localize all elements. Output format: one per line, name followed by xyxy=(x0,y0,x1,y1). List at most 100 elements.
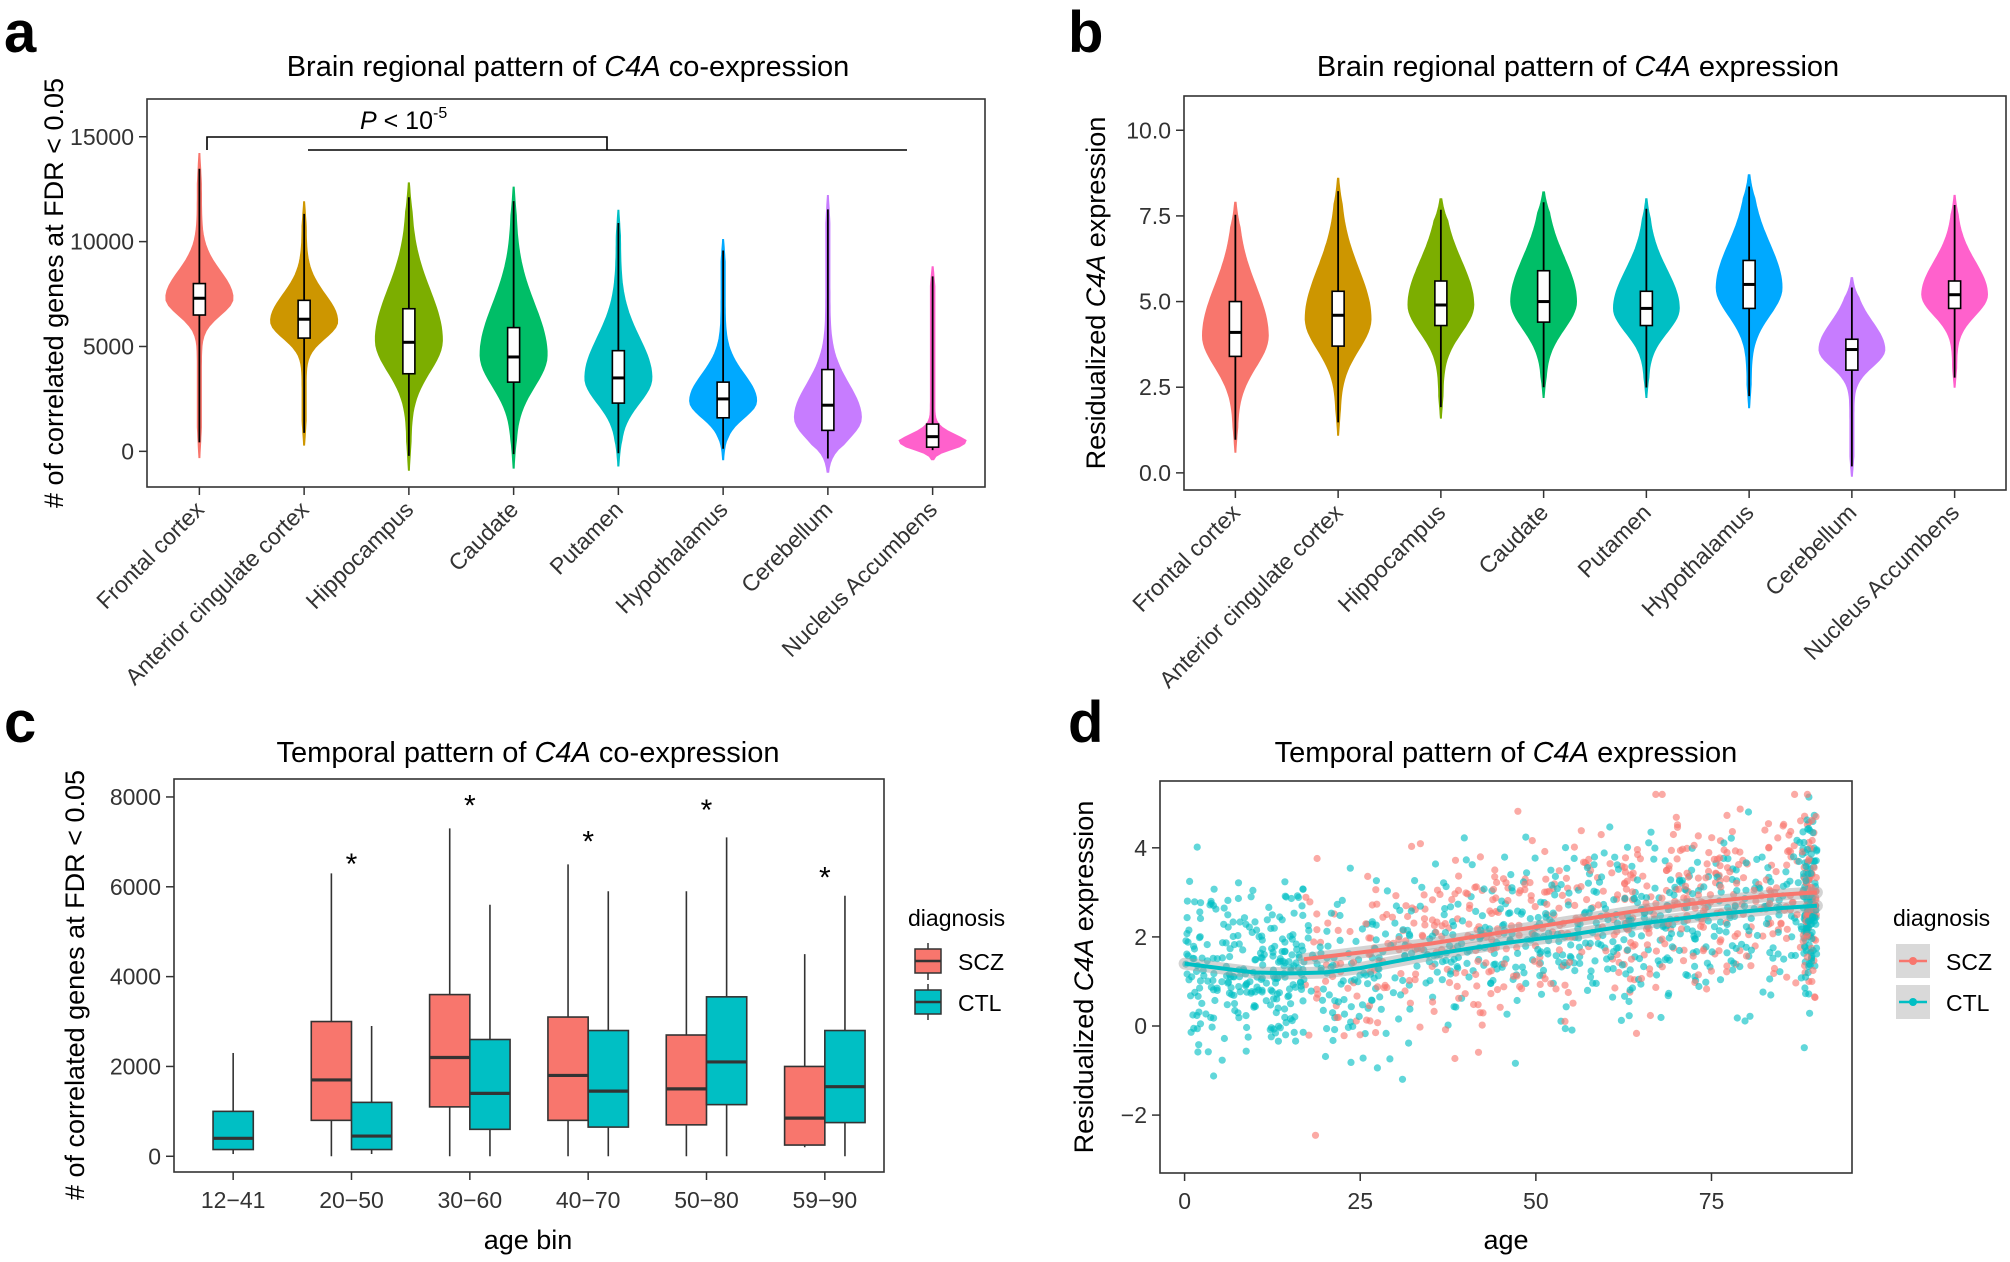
panel-d-x-axis: 0 25 50 75 xyxy=(1178,1173,1724,1214)
d-point-ctl xyxy=(1490,961,1498,969)
d-point-ctl xyxy=(1610,896,1618,904)
d-point-ctl xyxy=(1290,909,1298,917)
d-point-ctl xyxy=(1259,945,1267,953)
d-point-ctl xyxy=(1428,932,1436,940)
panel-c-y-axis: 0 2000 4000 6000 8000 xyxy=(110,784,174,1169)
d-point-scz xyxy=(1313,926,1321,934)
d-point-ctl xyxy=(1807,850,1815,858)
d-point-ctl xyxy=(1565,889,1573,897)
d-point-scz xyxy=(1374,1019,1382,1027)
d-point-scz xyxy=(1373,900,1381,908)
d-point-ctl xyxy=(1656,912,1664,920)
d-point-ctl xyxy=(1702,978,1710,986)
d-point-ctl xyxy=(1594,940,1602,948)
d-point-ctl xyxy=(1413,962,1421,970)
d-point-scz xyxy=(1471,883,1479,892)
d-point-ctl xyxy=(1397,991,1405,999)
d-point-ctl xyxy=(1251,956,1259,964)
d-point-ctl xyxy=(1195,1041,1203,1049)
d-point-ctl xyxy=(1708,948,1716,956)
d-point-ctl xyxy=(1666,889,1674,897)
d-point-scz xyxy=(1438,922,1446,930)
d-point-scz xyxy=(1772,884,1781,892)
d-point-ctl xyxy=(1239,946,1247,954)
d-point-ctl xyxy=(1723,949,1731,957)
d-point-ctl xyxy=(1775,896,1783,904)
d-point-ctl xyxy=(1242,920,1250,928)
d-point-scz xyxy=(1366,1017,1374,1025)
d-point-scz xyxy=(1643,882,1651,890)
c-scz-30-60-box xyxy=(428,993,471,1108)
d-point-scz xyxy=(1507,922,1516,930)
d-point-ctl xyxy=(1548,881,1556,889)
panel-d-legend-label-scz: SCZ xyxy=(1946,949,1992,975)
d-point-scz xyxy=(1577,883,1585,891)
d-point-scz xyxy=(1515,921,1523,929)
d-point-ctl xyxy=(1693,858,1702,866)
d-point-ctl xyxy=(1583,864,1591,872)
d-point-ctl xyxy=(1561,1025,1569,1033)
d-point-scz xyxy=(1808,816,1816,825)
d-point-ctl xyxy=(1598,873,1606,881)
d-point-ctl xyxy=(1376,993,1384,1001)
d-point-scz xyxy=(1516,887,1524,895)
c-significance-star-20-50: * xyxy=(346,848,358,881)
d-point-ctl xyxy=(1298,902,1306,910)
d-point-ctl xyxy=(1691,962,1699,971)
d-point-ctl xyxy=(1665,934,1673,942)
d-point-ctl xyxy=(1787,951,1795,960)
d-point-scz xyxy=(1614,891,1622,899)
d-point-ctl xyxy=(1654,957,1662,965)
d-point-scz xyxy=(1397,970,1405,978)
d-point-scz xyxy=(1583,896,1591,904)
d-point-scz xyxy=(1627,939,1635,947)
d-point-scz xyxy=(1541,975,1549,983)
d-point-ctl xyxy=(1207,897,1215,905)
d-point-ctl xyxy=(1710,923,1719,931)
d-point-ctl xyxy=(1640,963,1648,971)
d-point-ctl xyxy=(1537,898,1545,906)
d-point-ctl xyxy=(1304,922,1312,930)
d-point-ctl xyxy=(1536,949,1544,958)
d-point-ctl xyxy=(1359,1054,1367,1062)
legend-point-ctl xyxy=(1909,998,1917,1006)
d-point-scz xyxy=(1452,969,1460,977)
d-point-scz xyxy=(1613,928,1621,936)
panel-d-x-label: age xyxy=(1483,1225,1528,1255)
d-point-scz xyxy=(1531,903,1539,911)
d-point-scz xyxy=(1474,1048,1483,1056)
d-point-scz xyxy=(1645,929,1653,937)
d-point-ctl xyxy=(1207,1013,1215,1022)
d-point-ctl xyxy=(1234,894,1242,903)
d-point-scz xyxy=(1569,999,1577,1007)
d-point-ctl xyxy=(1447,903,1455,911)
d-point-ctl xyxy=(1782,868,1790,876)
d-point-ctl xyxy=(1210,970,1218,978)
d-point-scz xyxy=(1691,904,1699,912)
d-point-scz xyxy=(1489,885,1498,893)
d-point-ctl xyxy=(1586,973,1595,981)
d-point-scz xyxy=(1388,913,1396,921)
d-point-ctl xyxy=(1411,877,1419,885)
panel-b: b Brain regional pattern of C4A expressi… xyxy=(1068,0,2007,693)
d-point-ctl xyxy=(1580,909,1589,917)
d-point-ctl xyxy=(1207,983,1215,991)
a-ytick-label-3: 15000 xyxy=(70,124,134,150)
d-point-scz xyxy=(1694,832,1702,840)
d-point-scz xyxy=(1364,872,1372,881)
d-point-scz xyxy=(1726,868,1734,876)
d-point-scz xyxy=(1395,935,1403,944)
d-point-ctl xyxy=(1198,999,1206,1008)
d-point-ctl xyxy=(1377,1005,1385,1013)
d-point-ctl xyxy=(1651,844,1659,852)
d-point-ctl xyxy=(1508,884,1516,892)
d-point-ctl xyxy=(1637,932,1646,940)
d-point-ctl xyxy=(1375,954,1383,962)
d-point-scz xyxy=(1673,821,1682,829)
d-point-ctl xyxy=(1317,964,1325,972)
d-point-ctl xyxy=(1329,961,1337,969)
panel-a-letter: a xyxy=(4,0,37,65)
d-point-ctl xyxy=(1744,808,1753,816)
d-point-scz xyxy=(1313,994,1321,1002)
d-point-ctl xyxy=(1621,992,1629,1000)
